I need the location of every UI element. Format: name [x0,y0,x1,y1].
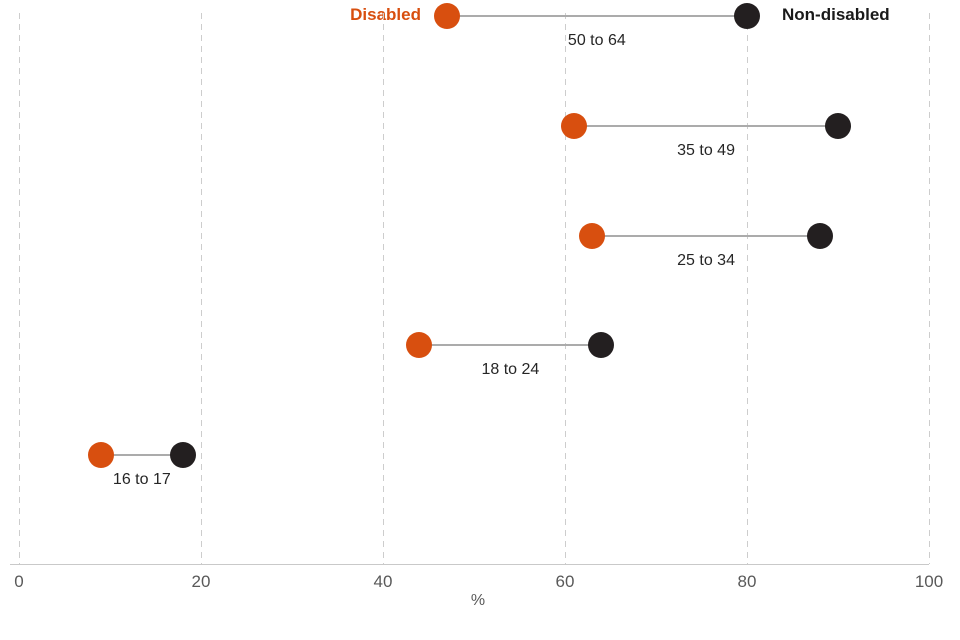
connector-line [446,15,747,17]
gridline [747,13,748,564]
x-tick-label: 100 [914,572,944,591]
connector-line [574,124,838,127]
x-tick-label: 40 [373,572,393,591]
disabled-dot [406,332,433,359]
gridline [383,13,384,564]
x-tick-label: 80 [737,572,757,591]
age-group-label: 25 to 34 [677,251,735,269]
disabled-dot [579,222,606,249]
age-group-label: 35 to 49 [677,141,735,159]
x-tick-label: 60 [555,572,575,591]
non-disabled-dot [806,222,833,249]
non-disabled-dot [169,442,196,468]
gridline [201,13,202,564]
age-group-label: 18 to 24 [481,361,540,379]
connector-line [419,344,602,347]
legend-disabled: Disabled [350,5,421,24]
connector-line [592,234,820,237]
x-axis-line [10,564,929,565]
disabled-dot [561,112,588,139]
gridline [565,13,566,564]
x-axis-label: % [470,592,486,609]
x-tick-label: 0 [14,572,24,591]
connector-line [100,454,183,456]
x-tick-label: 20 [191,572,211,591]
gridline [19,13,20,564]
gridline [929,13,930,564]
age-group-label: 50 to 64 [567,32,626,49]
disabled-dot [433,3,460,29]
legend-non-disabled: Non-disabled [782,5,890,24]
age-group-label: 16 to 17 [112,471,171,488]
non-disabled-dot [734,3,760,29]
non-disabled-dot [825,112,851,139]
disabled-dot [87,442,114,468]
non-disabled-dot [588,332,615,359]
